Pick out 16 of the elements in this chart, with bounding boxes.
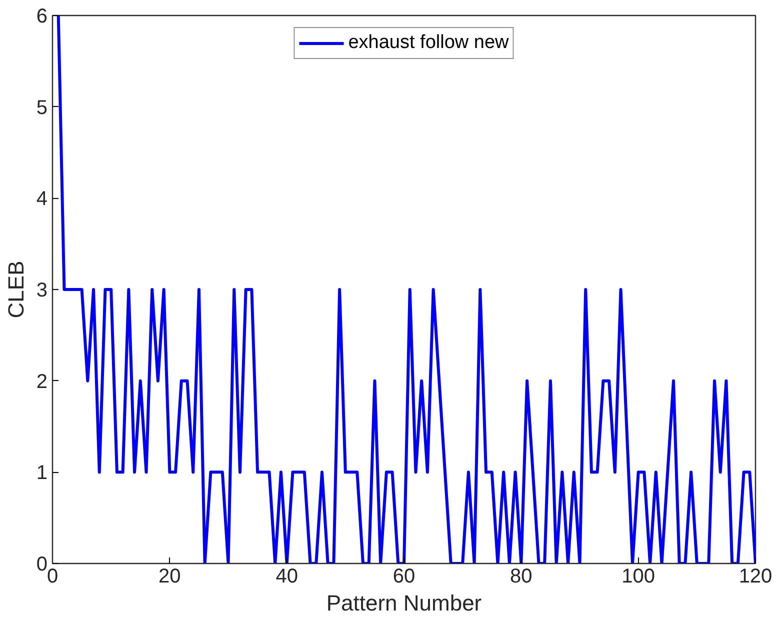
y-tick-label: 6: [36, 6, 48, 28]
y-tick-label: 3: [36, 280, 48, 302]
x-tick-label: 60: [392, 566, 416, 588]
x-tick-label: 40: [276, 566, 298, 588]
y-tick-label: 1: [36, 462, 48, 484]
y-tick-label: 2: [36, 370, 48, 393]
legend-label: exhaust follow new: [348, 32, 509, 54]
x-axis-title: Pattern Number: [326, 590, 482, 616]
x-tick-label: 80: [510, 566, 532, 588]
x-tick-label: 100: [622, 566, 656, 588]
x-tick-label: 20: [158, 566, 181, 588]
x-tick-label: 120: [738, 566, 772, 588]
y-tick-label: 4: [36, 188, 48, 210]
y-axis-title: CLEB: [3, 260, 28, 318]
line-series: [56, 16, 756, 564]
y-tick-label: 5: [36, 96, 48, 119]
